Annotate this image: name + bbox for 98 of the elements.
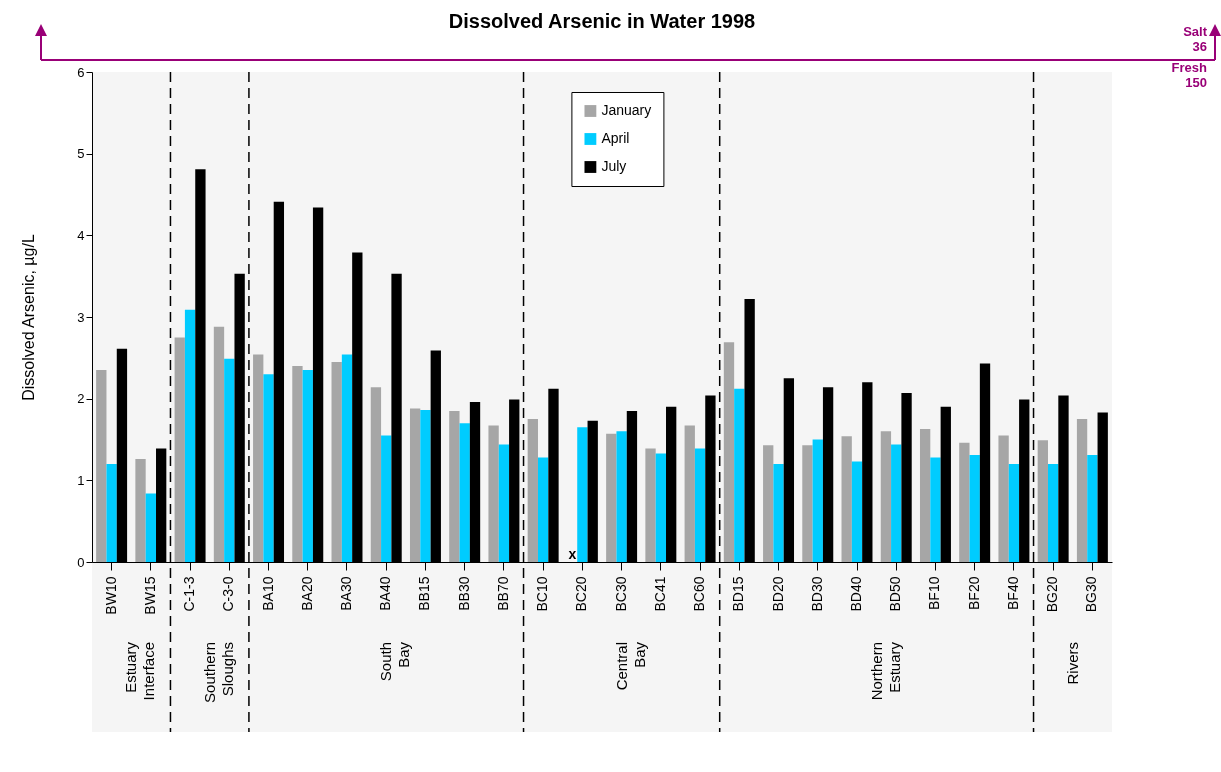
legend-label: January: [601, 102, 652, 118]
x-tick-label: BB15: [416, 576, 433, 611]
bar: [292, 366, 303, 562]
bar: [1037, 440, 1048, 562]
bar: [880, 431, 892, 562]
chart-title: Dissolved Arsenic in Water 1998: [448, 10, 756, 32]
x-tick-label: C-3-0: [220, 576, 237, 612]
x-tick-label: BD20: [769, 576, 786, 612]
bar: [488, 425, 499, 562]
x-tick-label: BA30: [338, 576, 354, 611]
x-tick-label: C-1-3: [181, 576, 198, 612]
bar: [841, 436, 852, 562]
y-axis-title: Dissolved Arsenic, µg/L: [20, 234, 38, 401]
legend-label: July: [601, 158, 627, 174]
bar: [420, 410, 431, 562]
x-tick-label: BC20: [573, 576, 590, 612]
bar: [449, 410, 460, 562]
bar: [224, 358, 235, 562]
band-label: Estuary Interface: [122, 641, 158, 701]
x-tick-label: BF20: [965, 576, 982, 610]
bar: [930, 457, 941, 562]
bar: [537, 457, 549, 562]
x-tick-label: BF10: [926, 576, 943, 610]
bar: [370, 387, 382, 562]
x-tick-label: BD40: [848, 576, 864, 612]
x-tick-label: BG30: [1083, 576, 1100, 613]
band-label: South Bay: [377, 641, 413, 682]
bar: [969, 455, 980, 562]
bar: [184, 309, 196, 562]
bar: [263, 374, 274, 562]
bar: [645, 448, 656, 562]
y-tick-label: 0: [77, 554, 85, 570]
x-tick-label: BC60: [691, 576, 708, 612]
x-tick-label: BA20: [298, 576, 315, 611]
x-tick-label: BA40: [377, 576, 394, 611]
text: Salt 36: [1183, 24, 1207, 54]
band-label: Northern Estuary: [867, 641, 903, 701]
bar: [891, 444, 902, 562]
bar: [459, 423, 470, 562]
bar: [684, 425, 695, 562]
x-tick-label: BD50: [887, 576, 904, 612]
bar: [1008, 464, 1020, 562]
bar: [331, 361, 342, 562]
x-tick-label: BB30: [455, 576, 472, 611]
x-tick-label: BC10: [534, 576, 551, 612]
x-tick-label: BC30: [612, 576, 629, 612]
x-tick-label: BA10: [259, 576, 276, 611]
x-tick-label: BB70: [494, 576, 511, 611]
bar: [527, 419, 538, 562]
bar: [723, 342, 735, 562]
y-tick-label: 3: [77, 309, 85, 325]
band-label: Central Bay: [612, 641, 648, 691]
bar: [734, 388, 745, 562]
band-label: Southern Sloughs: [200, 642, 236, 703]
x-tick-label: BF40: [1004, 576, 1021, 610]
bar: [145, 493, 157, 562]
y-tick-label: 5: [77, 146, 85, 162]
bar: [1047, 464, 1059, 562]
bar: [1087, 455, 1098, 562]
bar: [135, 459, 146, 562]
bar: [1076, 419, 1088, 562]
bar: [409, 408, 421, 562]
annotation: x: [568, 546, 577, 562]
y-tick-label: 4: [77, 227, 85, 243]
bar: [773, 464, 784, 562]
bar: [694, 448, 706, 562]
bar: [851, 461, 863, 562]
x-tick-label: BW15: [141, 576, 158, 615]
bar: [616, 431, 627, 562]
y-tick-label: 1: [77, 472, 85, 488]
bar: [606, 433, 617, 562]
bar: [498, 444, 510, 562]
bar: [802, 445, 813, 562]
bar: [998, 435, 1009, 562]
bar: [763, 445, 774, 562]
x-tick-label: BC41: [651, 576, 668, 612]
legend-label: April: [601, 130, 630, 146]
bar: [253, 354, 264, 562]
band-label: Rivers: [1063, 642, 1081, 685]
bar: [919, 428, 931, 562]
bar: [106, 464, 117, 562]
bar: [341, 354, 353, 562]
bar: [96, 370, 107, 562]
bar: [577, 427, 588, 562]
bar: [381, 435, 392, 562]
bar: [174, 337, 185, 562]
y-tick-label: 2: [77, 391, 85, 407]
bar: [655, 453, 667, 562]
text: Fresh 150: [1171, 60, 1207, 90]
bar: [959, 442, 970, 562]
x-tick-label: BG20: [1044, 576, 1061, 613]
y-tick-label: 6: [77, 64, 85, 80]
x-tick-label: BD30: [808, 576, 825, 612]
x-tick-label: BD15: [730, 576, 747, 612]
bar: [302, 370, 313, 562]
bar: [213, 326, 225, 562]
x-tick-label: BW10: [102, 576, 119, 615]
bar: [812, 439, 823, 562]
